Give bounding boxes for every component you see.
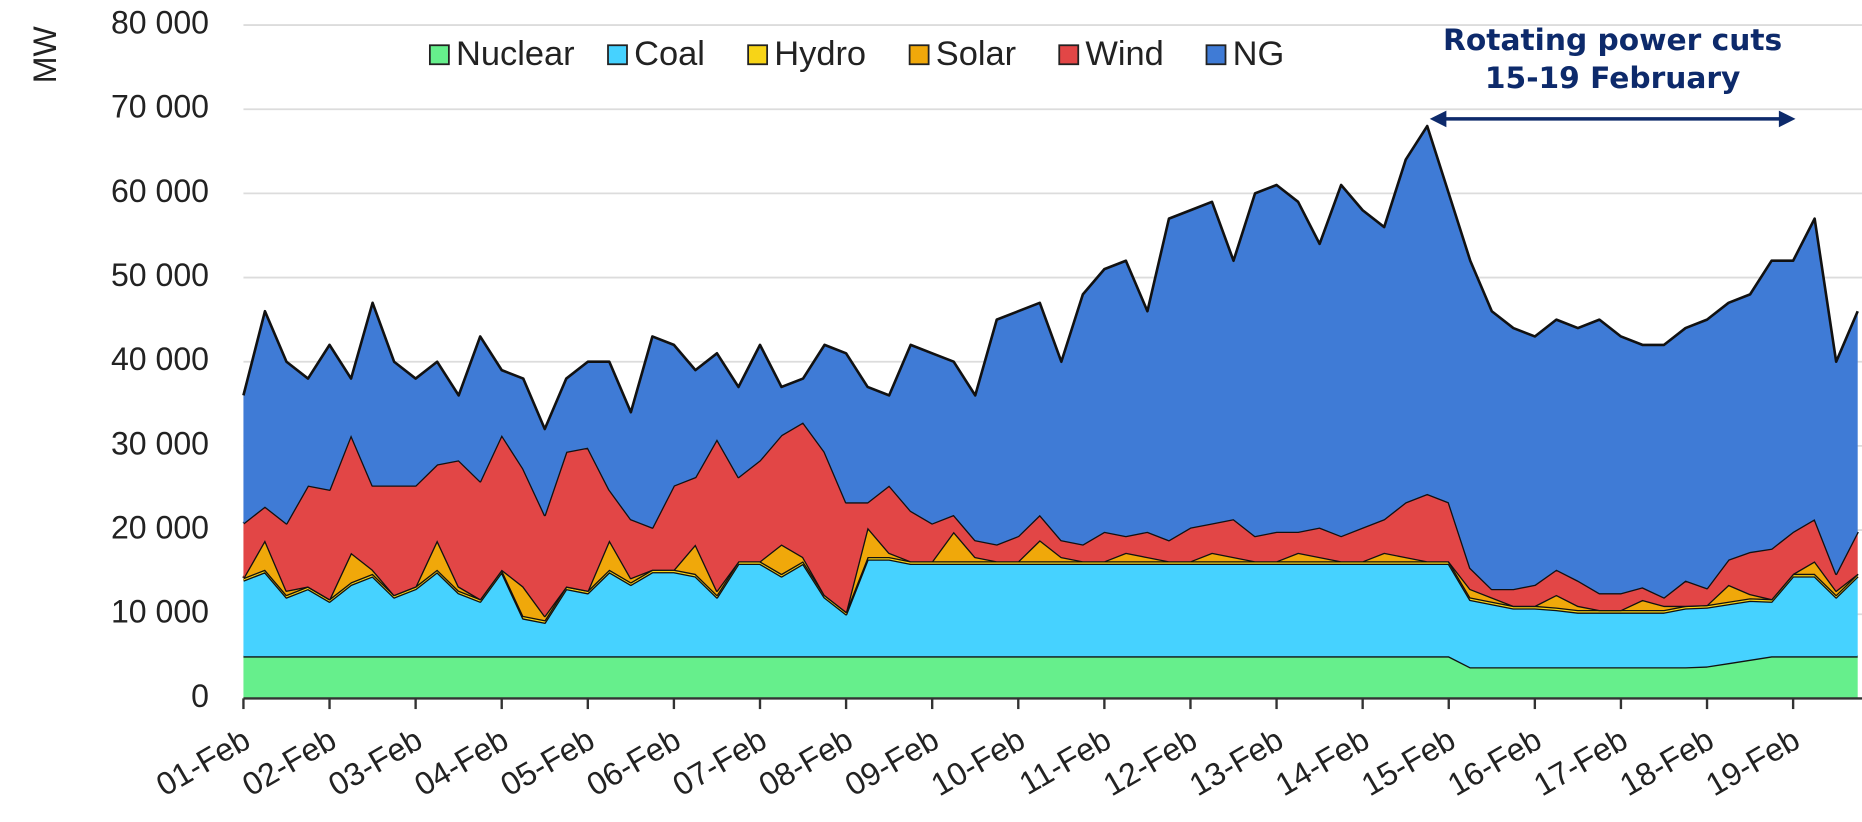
y-tick-label: 0 [191, 678, 209, 714]
x-tick-label: 14-Feb [1269, 721, 1375, 803]
y-tick-label: 70 000 [111, 89, 209, 125]
x-tick-label: 01-Feb [150, 721, 256, 803]
x-tick-label: 19-Feb [1700, 721, 1806, 803]
x-tick-label: 16-Feb [1441, 721, 1547, 803]
area [243, 126, 1858, 598]
x-tick-label: 18-Feb [1614, 721, 1720, 803]
x-tick-label: 04-Feb [408, 721, 514, 803]
x-tick-label: 13-Feb [1183, 721, 1289, 803]
legend-label: Nuclear [456, 35, 575, 73]
legend-label: Hydro [774, 35, 866, 73]
y-tick-label: 40 000 [111, 341, 209, 377]
x-tick-label: 05-Feb [494, 721, 600, 803]
annotation-line: 15-19 February [1485, 60, 1740, 95]
x-tick-label: 17-Feb [1527, 721, 1633, 803]
x-tick-label: 03-Feb [322, 721, 428, 803]
x-tick-label: 09-Feb [839, 721, 945, 803]
x-tick-label: 06-Feb [580, 721, 686, 803]
x-tick-label: 12-Feb [1097, 721, 1203, 803]
legend: Nuclear Coal Hydro Solar Wind NG [428, 35, 1285, 73]
arrow-head [1429, 110, 1447, 128]
legend-label: Wind [1085, 35, 1163, 73]
x-tick-label: 08-Feb [753, 721, 859, 803]
area [243, 656, 1858, 699]
annotation-line: Rotating power cuts [1443, 22, 1782, 57]
area [243, 559, 1858, 668]
legend-swatch [747, 44, 769, 66]
arrow-head [1778, 110, 1796, 128]
y-tick-label: 20 000 [111, 510, 209, 546]
y-tick-label: 50 000 [111, 257, 209, 293]
x-tick-label: 11-Feb [1013, 721, 1117, 802]
y-tick-label: 60 000 [111, 173, 209, 209]
area-edge [242, 124, 1859, 431]
legend-label: NG [1233, 35, 1285, 73]
y-axis-label: MW [27, 26, 63, 84]
legend-swatch [428, 44, 450, 66]
y-tick-label: 80 000 [111, 5, 209, 41]
y-tick-label: 30 000 [111, 425, 209, 461]
legend-swatch [607, 44, 628, 66]
x-tick-label: 15-Feb [1355, 721, 1461, 803]
area [243, 422, 1858, 616]
legend-swatch [1058, 44, 1080, 66]
legend-label: Coal [634, 35, 705, 73]
legend-swatch [908, 44, 930, 66]
x-tick-label: 10-Feb [925, 721, 1031, 803]
legend-label: Solar [936, 35, 1016, 73]
y-tick-label: 10 000 [111, 594, 209, 630]
annotation: Rotating power cuts 15-19 February [1429, 22, 1796, 128]
areas [242, 124, 1859, 699]
x-tick-label: 02-Feb [236, 721, 342, 803]
legend-swatch [1205, 44, 1227, 66]
x-tick-label: 07-Feb [667, 721, 773, 803]
